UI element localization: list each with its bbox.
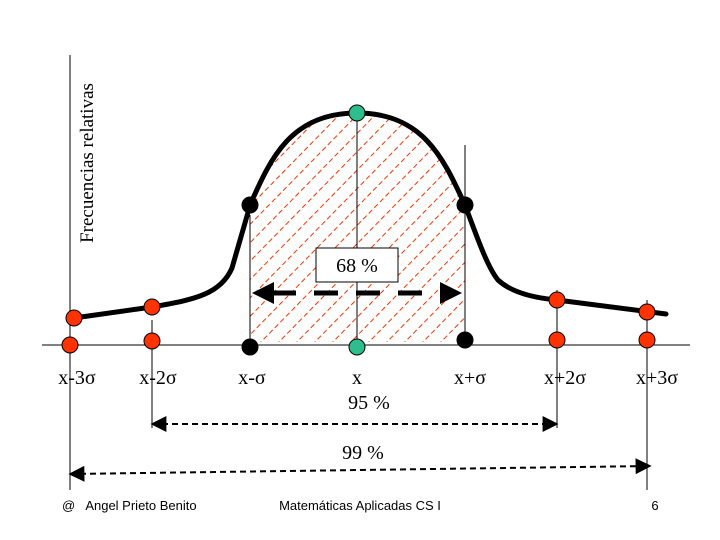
marker-minus2sigma-axis [143,332,161,350]
hatch-line [492,110,720,345]
marker-mean-axis [348,338,366,356]
x-label-plus2sigma: x+2σ [544,367,586,389]
marker-minus3sigma-curve [65,309,83,327]
normal-curve [71,110,669,321]
hatch-line [250,113,435,342]
marker-minus1sigma-axis [241,338,259,356]
footer-course: Matemáticas Aplicadas CS I [279,498,441,513]
hatch-line [250,113,309,342]
label-99-percent: 99 % [342,442,384,464]
hatch-line [250,113,399,342]
range-68-arrow [252,282,462,304]
marker-plus3sigma-curve [638,303,656,321]
hatch-line [329,113,465,342]
hatch-line [311,113,465,342]
hatch-line [347,113,465,342]
hatch-line [250,113,363,342]
hatch-line [250,113,465,342]
hatch-line [474,110,704,345]
footer-author: @ Angel Prieto Benito [62,498,197,513]
label-95-percent: 95 % [348,392,390,414]
range-99-arrow [68,458,652,482]
hatch-line [250,113,453,342]
hatch-line [250,113,345,342]
y-axis-label: Frecuencias relativas [77,83,98,243]
x-label-minus2sigma: x-2σ [139,367,177,389]
hatch-line [383,113,465,342]
hatch-line [401,113,465,342]
marker-plus3sigma-axis [638,331,656,349]
x-label-minus1sigma: x-σ [238,367,266,389]
hatched-central-area [0,110,720,345]
x-label-minus3sigma: x-3σ [58,367,96,389]
hatch-line [250,113,381,342]
marker-plus1sigma-curve [456,196,474,214]
footer-page-number: 6 [651,498,658,513]
label-68-percent: 68 % [315,247,399,283]
hatch-line [365,113,465,342]
hatch-line [275,113,465,342]
hatch-line [0,110,218,345]
hatch-line [293,113,465,342]
marker-minus3sigma-axis [61,336,79,354]
marker-minus2sigma-curve [143,298,161,316]
hatch-line [654,110,720,345]
svg-text:68 %: 68 % [336,255,378,277]
hatch-line [257,113,465,342]
hatch-line [0,110,200,345]
x-label-plus1sigma: x+σ [454,367,486,389]
x-label-mean: x [352,367,362,389]
marker-plus2sigma-curve [548,291,566,309]
hatch-line [250,113,327,342]
marker-plus2sigma-axis [548,331,566,349]
marker-plus1sigma-axis [456,331,474,349]
marker-minus1sigma-curve [241,196,259,214]
x-label-plus3sigma: x+3σ [636,367,678,389]
hatch-line [250,113,417,342]
hatch-line [672,110,720,345]
marker-mean-curve [348,104,366,122]
